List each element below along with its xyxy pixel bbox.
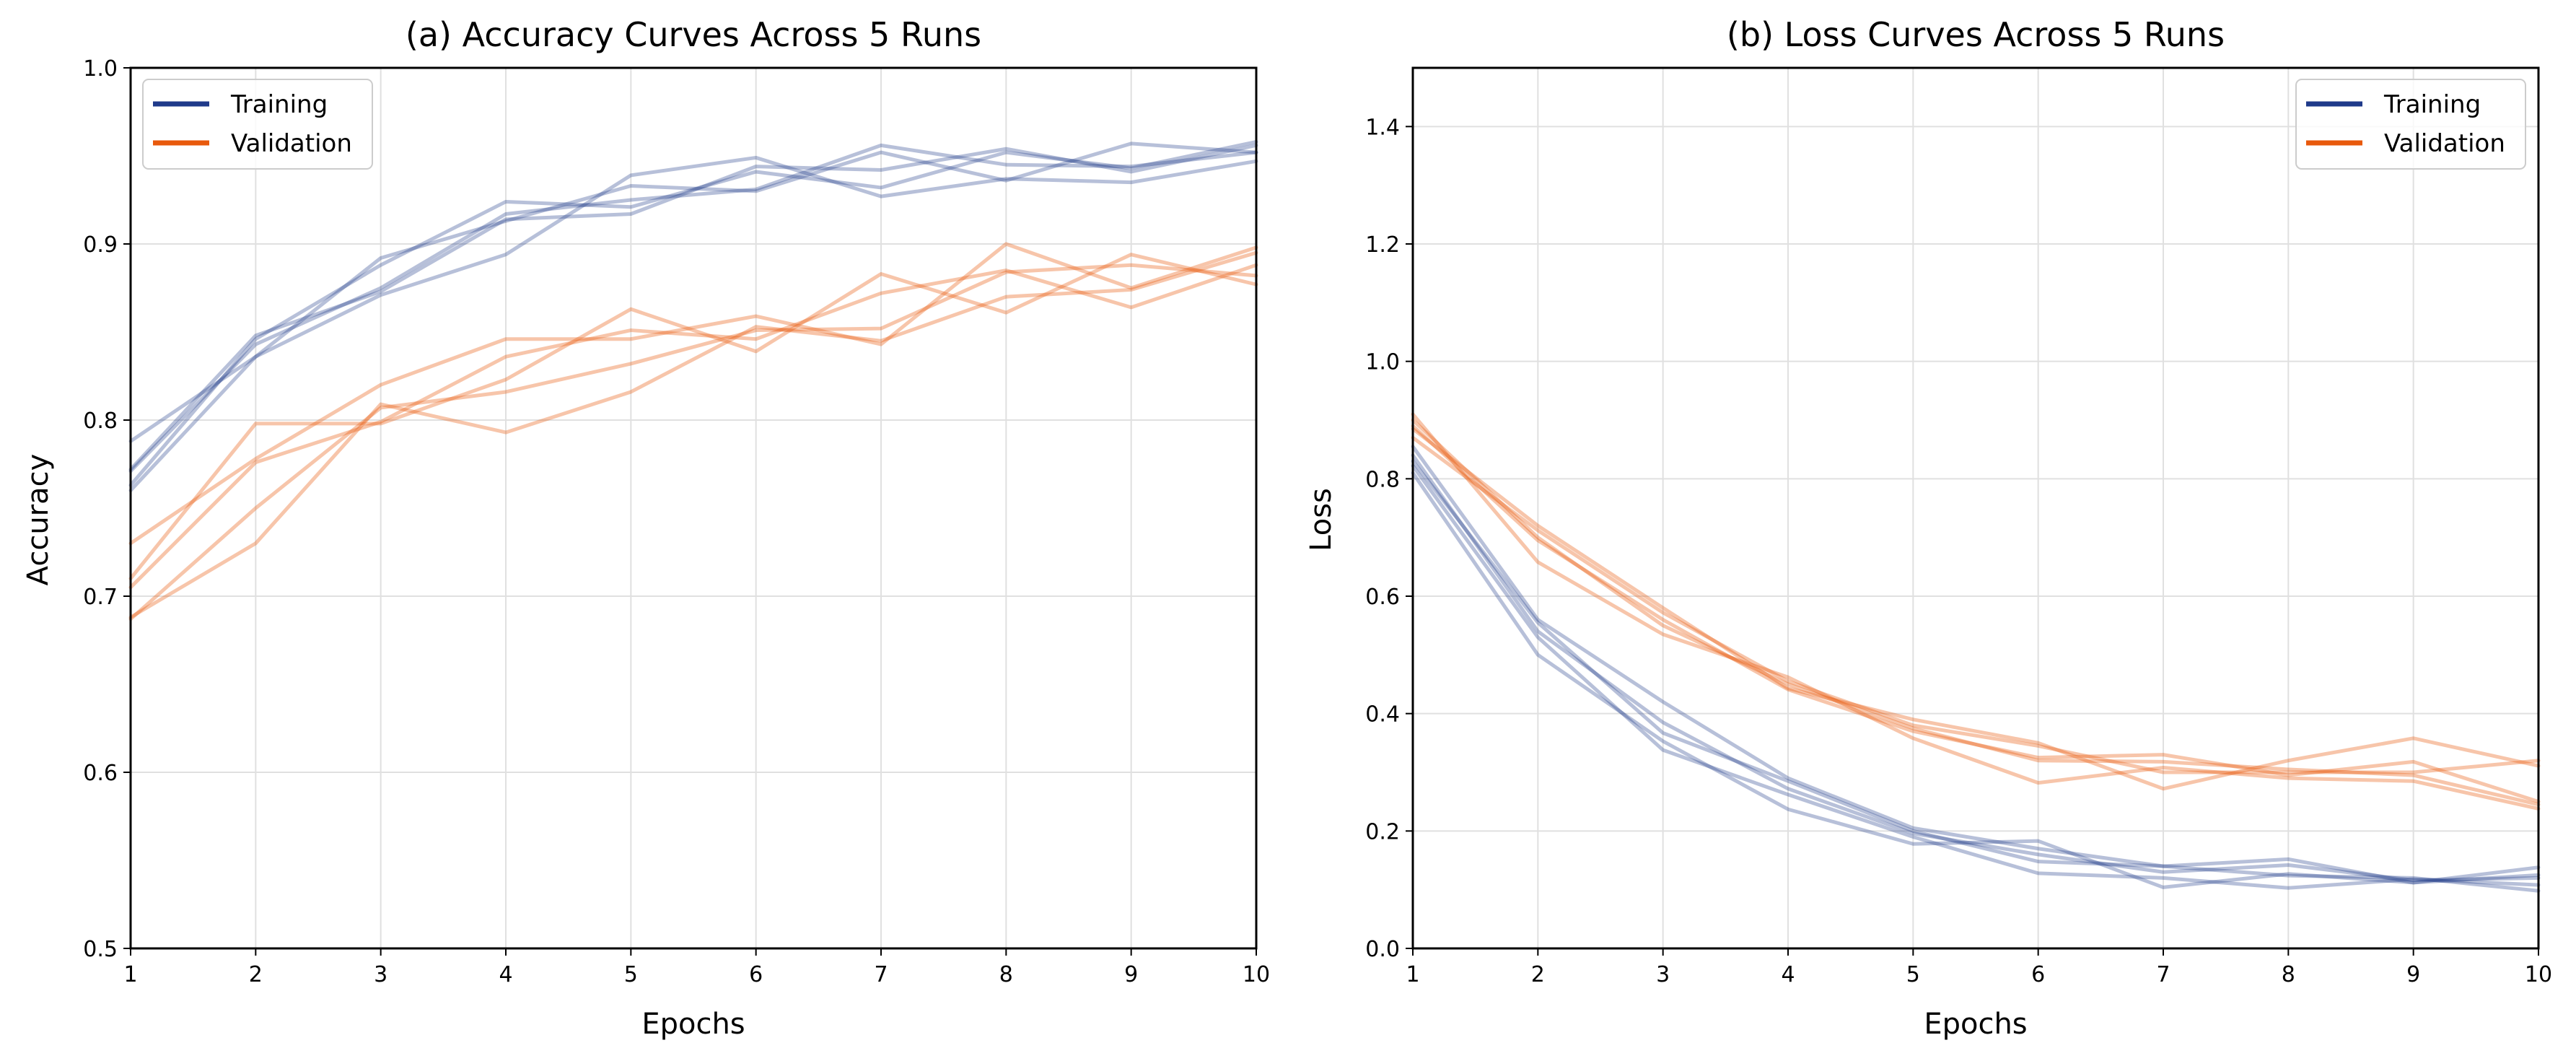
accuracy-x-ticks: 1 2 3 4 5 6 7 8 9 10 — [123, 948, 1270, 987]
loss-y-tick-label: 0.0 — [1365, 937, 1400, 962]
loss-validation-run-line — [1411, 424, 2541, 804]
loss-x-tick-label: 8 — [2282, 962, 2295, 987]
accuracy-x-tick-label: 4 — [499, 962, 512, 987]
loss-series-lines — [1411, 412, 2541, 893]
accuracy-x-tick-label: 3 — [374, 962, 387, 987]
loss-validation-run-line — [1411, 412, 2541, 811]
loss-plot-frame — [1411, 66, 2540, 950]
accuracy-training-run-line — [128, 143, 1258, 471]
loss-x-tick-label: 2 — [1531, 962, 1545, 987]
accuracy-x-tick-label: 2 — [249, 962, 263, 987]
loss-validation-run-line — [1411, 435, 2541, 774]
loss-legend: Training Validation — [2295, 79, 2526, 170]
loss-x-ticks: 1 2 3 4 5 6 7 8 9 10 — [1406, 948, 2552, 987]
loss-gridlines — [1412, 68, 2539, 949]
loss-chart-title: (b) Loss Curves Across 5 Runs — [1727, 15, 2225, 54]
loss-training-run-line — [1411, 445, 2541, 885]
accuracy-x-tick-label: 8 — [999, 962, 1013, 987]
loss-chart-panel: (b) Loss Curves Across 5 Runs Epochs Los… — [1305, 15, 2552, 1041]
accuracy-y-tick-label: 0.8 — [83, 409, 118, 434]
accuracy-y-ticks: 0.5 0.6 0.7 0.8 0.9 1.0 — [83, 56, 131, 962]
accuracy-series-lines — [128, 139, 1258, 621]
loss-x-axis-label: Epochs — [1924, 1008, 2027, 1041]
accuracy-y-tick-label: 1.0 — [83, 56, 118, 82]
loss-validation-run-line — [1411, 418, 2541, 807]
accuracy-x-tick-label: 1 — [123, 962, 137, 987]
loss-y-tick-label: 0.2 — [1365, 819, 1400, 844]
accuracy-x-tick-label: 7 — [874, 962, 888, 987]
accuracy-x-tick-label: 6 — [749, 962, 763, 987]
loss-training-run-line — [1411, 463, 2541, 890]
accuracy-chart-title: (a) Accuracy Curves Across 5 Runs — [406, 15, 981, 54]
legend-label-validation: Validation — [2384, 129, 2505, 158]
accuracy-y-tick-label: 0.7 — [83, 585, 118, 610]
loss-y-tick-label: 1.4 — [1365, 115, 1400, 140]
accuracy-plot-frame — [129, 66, 1258, 950]
accuracy-x-axis-label: Epochs — [641, 1008, 745, 1041]
loss-x-tick-label: 5 — [1906, 962, 1920, 987]
accuracy-chart-panel: (a) Accuracy Curves Across 5 Runs Epochs… — [22, 15, 1270, 1041]
loss-y-tick-label: 1.0 — [1365, 350, 1400, 375]
accuracy-x-tick-label: 9 — [1124, 962, 1138, 987]
accuracy-y-tick-label: 0.9 — [83, 232, 118, 258]
loss-x-tick-label: 4 — [1781, 962, 1795, 987]
accuracy-validation-run-line — [128, 263, 1258, 590]
accuracy-validation-run-line — [128, 242, 1258, 546]
accuracy-y-tick-label: 0.5 — [83, 937, 118, 962]
accuracy-x-tick-label: 10 — [1243, 962, 1270, 987]
loss-y-axis-label: Loss — [1305, 488, 1338, 551]
loss-training-run-line — [1411, 453, 2541, 883]
loss-y-tick-label: 1.2 — [1365, 232, 1400, 258]
loss-x-tick-label: 3 — [1656, 962, 1670, 987]
accuracy-training-run-line — [128, 155, 1258, 443]
loss-y-tick-label: 0.8 — [1365, 467, 1400, 492]
loss-training-run-line — [1411, 459, 2541, 893]
loss-y-tick-label: 0.4 — [1365, 702, 1400, 728]
loss-x-tick-label: 7 — [2156, 962, 2170, 987]
loss-training-run-line — [1411, 471, 2541, 889]
loss-x-tick-label: 1 — [1406, 962, 1419, 987]
loss-x-tick-label: 10 — [2525, 962, 2552, 987]
accuracy-legend: Training Validation — [142, 79, 373, 170]
accuracy-y-tick-label: 0.6 — [83, 761, 118, 786]
loss-x-tick-label: 9 — [2406, 962, 2420, 987]
accuracy-x-tick-label: 5 — [624, 962, 638, 987]
legend-label-validation: Validation — [231, 129, 352, 158]
accuracy-gridlines — [130, 67, 1257, 949]
legend-label-training: Training — [230, 90, 328, 119]
accuracy-validation-run-line — [128, 250, 1258, 619]
accuracy-training-run-line — [128, 139, 1258, 487]
accuracy-y-axis-label: Accuracy — [22, 454, 55, 586]
loss-validation-run-line — [1411, 427, 2541, 791]
legend-label-training: Training — [2383, 90, 2481, 119]
loss-y-tick-label: 0.6 — [1365, 585, 1400, 610]
loss-y-ticks: 0.0 0.2 0.4 0.6 0.8 1.0 1.2 1.4 — [1365, 115, 1413, 962]
accuracy-validation-run-line — [128, 253, 1258, 581]
accuracy-training-run-line — [128, 141, 1258, 493]
accuracy-validation-run-line — [128, 263, 1258, 621]
loss-x-tick-label: 6 — [2031, 962, 2045, 987]
accuracy-training-run-line — [128, 143, 1258, 473]
